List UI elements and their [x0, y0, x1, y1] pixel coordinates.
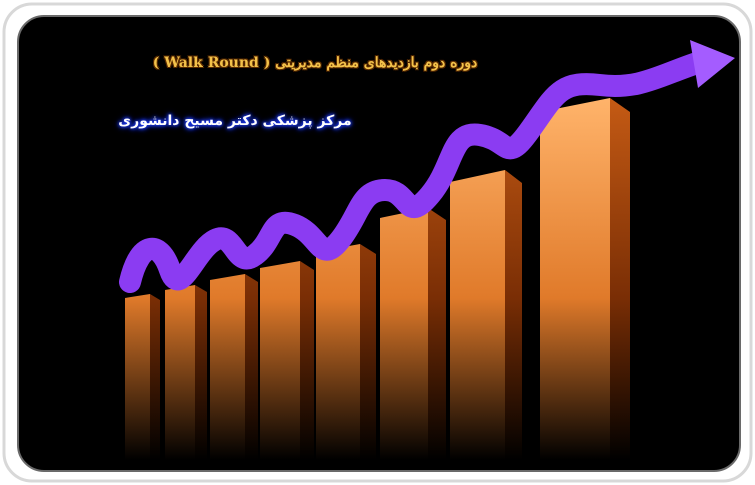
- title: دوره دوم بازدیدهای منظم مدیریتی ( Walk R…: [152, 55, 478, 71]
- subtitle: مرکز پزشکی دکتر مسیح دانشوری: [118, 113, 352, 129]
- arrow: [119, 40, 735, 293]
- bars: [125, 98, 630, 460]
